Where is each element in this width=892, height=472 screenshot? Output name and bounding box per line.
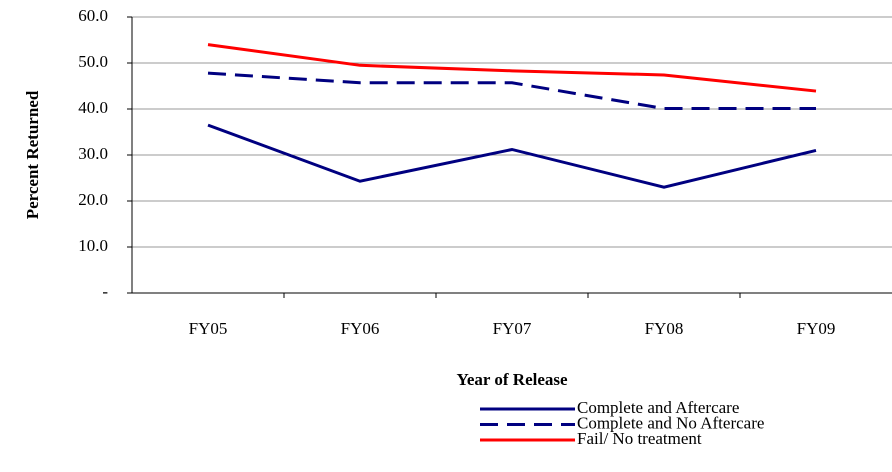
y-tick-label: 50.0 [78, 52, 108, 71]
legend-label: Complete and Aftercare [577, 398, 739, 417]
y-tick-label: 60.0 [78, 6, 108, 25]
legend-label: Complete and No Aftercare [577, 413, 764, 432]
line-series [207, 123, 817, 189]
y-tick-label: 10.0 [78, 236, 108, 255]
x-tick-label: FY08 [645, 319, 684, 338]
y-axis-label: Percent Returned [23, 90, 42, 219]
y-tick-label: 40.0 [78, 98, 108, 117]
legend-label: Fail/ No treatment [577, 429, 702, 448]
y-tick-label: - [102, 282, 108, 301]
y-tick-label: 20.0 [78, 190, 108, 209]
x-tick-label: FY05 [189, 319, 228, 338]
x-tick-label: FY09 [797, 319, 836, 338]
y-tick-label: 30.0 [78, 144, 108, 163]
line-series [207, 43, 817, 93]
x-axis-label: Year of Release [456, 370, 568, 389]
x-tick-label: FY06 [341, 319, 380, 338]
x-tick-label: FY07 [493, 319, 532, 338]
line-series [207, 71, 816, 111]
